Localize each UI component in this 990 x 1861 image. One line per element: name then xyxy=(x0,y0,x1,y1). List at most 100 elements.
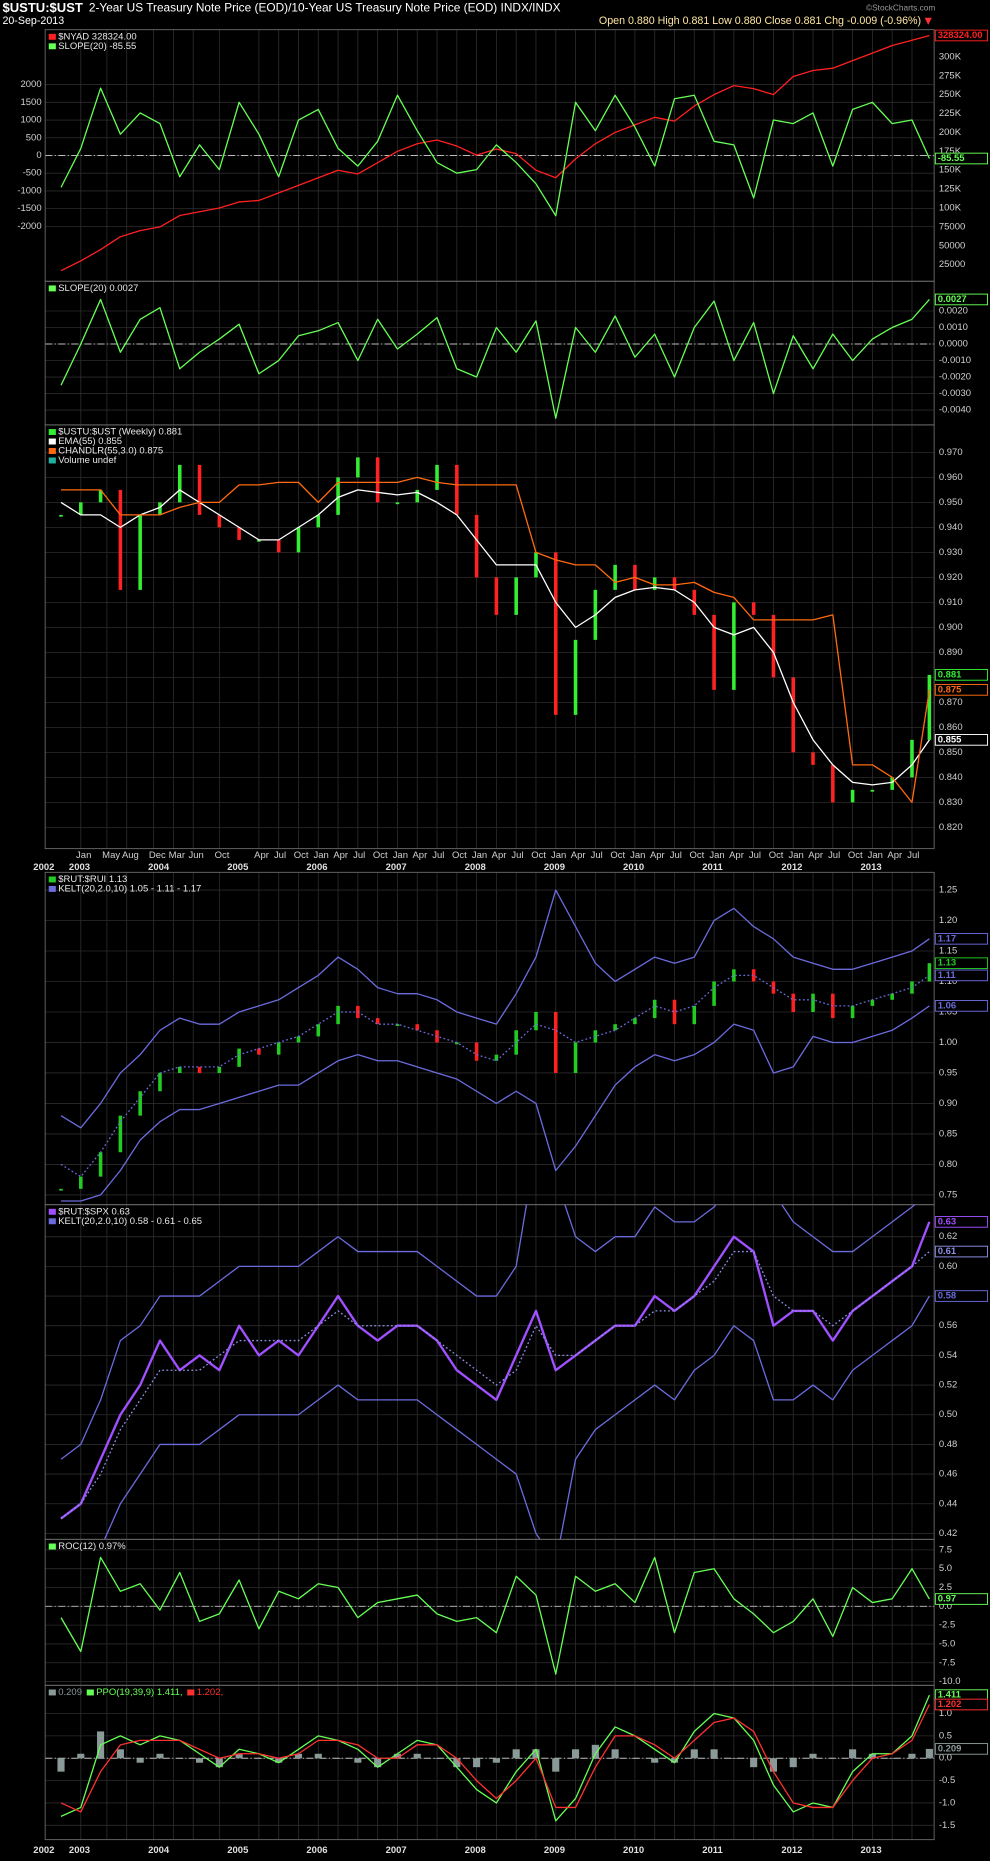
y-tick-label: -0.0010 xyxy=(939,355,971,366)
quote: Open 0.880 High 0.881 Low 0.880 Close 0.… xyxy=(599,15,921,27)
candle xyxy=(652,577,657,590)
x-tick-label: Apr xyxy=(887,850,902,861)
legend-label: $NYAD 328324.00 xyxy=(58,31,136,42)
x-year-label: 2009 xyxy=(544,1845,565,1856)
x-tick-label: Oct xyxy=(769,850,784,861)
x-tick-label: Oct xyxy=(690,850,705,861)
watermark: ©StockCharts.com xyxy=(866,2,935,12)
x-year-label: 2003 xyxy=(69,1845,90,1856)
x-tick-label: Jun xyxy=(188,850,203,861)
histogram-bar xyxy=(611,1749,619,1759)
x-tick-label: Oct xyxy=(531,850,546,861)
x-year-label: 2005 xyxy=(227,1845,249,1856)
legend-swatch xyxy=(48,429,56,435)
candle xyxy=(336,1005,340,1025)
y-tick-label: 0.870 xyxy=(939,697,963,708)
candle xyxy=(672,577,677,590)
end-value-label: 1.411 xyxy=(938,1690,962,1701)
y2-tick-label: 200K xyxy=(939,127,962,138)
symbol: $USTU:$UST xyxy=(2,0,82,15)
end-value-label: 1.06 xyxy=(938,1000,956,1011)
histogram-bar xyxy=(433,1758,441,1759)
end-value-label: 0.881 xyxy=(938,669,962,680)
y-tick-label: 0.940 xyxy=(939,522,963,533)
x-tick-label: Oct xyxy=(848,850,863,861)
y-tick-label: 0.46 xyxy=(939,1469,957,1480)
y-tick-label: 0.960 xyxy=(939,472,963,483)
end-value-label: 328324.00 xyxy=(938,30,983,41)
candle xyxy=(890,777,894,790)
plot-area xyxy=(60,1204,931,1540)
candle xyxy=(553,1011,558,1073)
candle xyxy=(415,1024,420,1031)
end-value-bg xyxy=(934,969,989,982)
candle xyxy=(732,602,736,690)
x-tick-label: Apr xyxy=(412,850,427,861)
x-tick-label: Apr xyxy=(492,850,507,861)
y-tick-label: 0.930 xyxy=(939,547,963,558)
x-tick-label: Jan xyxy=(788,850,803,861)
legend-label: $RUT:$RUI 1.13 xyxy=(58,874,127,885)
candle xyxy=(59,514,63,517)
candle xyxy=(455,464,459,515)
histogram-bar xyxy=(591,1744,599,1759)
plot-area xyxy=(59,889,932,1202)
y-tick-label: -0.0040 xyxy=(939,405,971,416)
y-tick-label: -0.0020 xyxy=(939,372,971,383)
histogram-bar xyxy=(552,1758,560,1772)
y-tick-label: 0.85 xyxy=(939,1128,957,1139)
histogram-bar xyxy=(849,1749,857,1759)
end-value-label: 1.13 xyxy=(938,958,956,969)
candle xyxy=(831,764,835,803)
histogram-bar xyxy=(354,1758,362,1763)
series-line xyxy=(60,1556,930,1675)
candle xyxy=(316,1024,321,1037)
end-value-label: 1.11 xyxy=(938,970,957,981)
x-tick-label: Oct xyxy=(294,850,309,861)
x-tick-label: Jan xyxy=(709,850,724,861)
candle xyxy=(474,514,479,578)
end-value-bg xyxy=(934,1698,989,1711)
x-tick-label: Jan xyxy=(76,850,91,861)
candle xyxy=(118,489,123,590)
end-value-bg xyxy=(934,669,989,681)
legend-swatch xyxy=(48,457,56,464)
y-tick-label: 0.48 xyxy=(939,1439,957,1450)
x-tick-label: Oct xyxy=(373,850,388,861)
legend-swatch xyxy=(48,285,56,292)
y-tick-label: -1000 xyxy=(17,185,41,196)
candle xyxy=(751,602,756,615)
y-tick-label: 1.0 xyxy=(939,1708,952,1719)
legend-label: CHANDLR(55,3.0) 0.875 xyxy=(58,446,163,457)
series-line xyxy=(61,476,931,804)
y-tick-label: 1000 xyxy=(21,115,42,126)
legend-swatch xyxy=(187,1689,195,1696)
x-tick-label: Jan xyxy=(868,850,883,861)
y-tick-label: 0.0 xyxy=(939,1601,952,1612)
y-tick-label: 0.42 xyxy=(939,1528,957,1539)
histogram-bar xyxy=(374,1758,382,1768)
candle xyxy=(791,677,796,753)
histogram-bar xyxy=(275,1758,283,1763)
candle xyxy=(850,789,855,803)
plot-area xyxy=(60,34,930,272)
y-tick-label: 1.20 xyxy=(939,915,957,926)
histogram-bar xyxy=(57,1758,65,1772)
x-tick-label: Jan xyxy=(314,850,329,861)
y-tick-label: -1500 xyxy=(17,203,41,214)
end-value-box: 0.875 xyxy=(934,684,989,696)
end-value-bg xyxy=(934,1743,989,1755)
histogram-bar xyxy=(532,1749,540,1759)
x-tick-label: Aug xyxy=(122,850,139,861)
legend-label: KELT(20,2.0,10) 1.05 - 1.11 - 1.17 xyxy=(58,883,201,894)
x-year-label: 2005 xyxy=(227,862,249,873)
y-tick-label: -2.5 xyxy=(939,1620,955,1631)
histogram-bar xyxy=(215,1758,223,1768)
candle xyxy=(177,464,182,503)
y-tick-label: 0.44 xyxy=(939,1498,957,1509)
candle xyxy=(375,1018,380,1025)
x-year-label: 2007 xyxy=(386,862,407,873)
legend-swatch xyxy=(48,885,56,892)
panel-border xyxy=(44,1684,935,1841)
